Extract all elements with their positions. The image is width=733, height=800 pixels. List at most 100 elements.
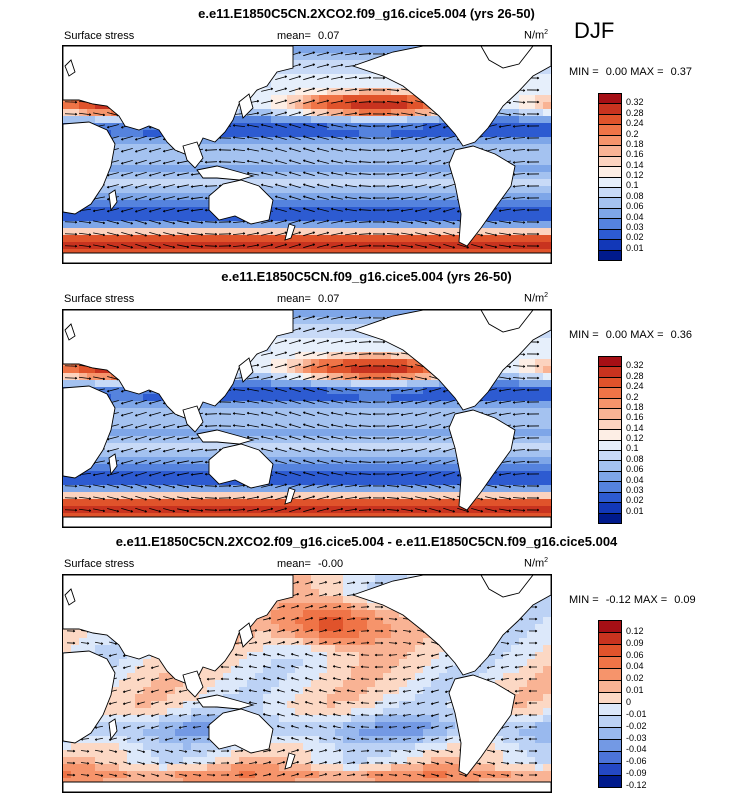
colorbar-tick-label: 0.03 — [626, 221, 644, 232]
colorbar-tick-label: 0.12 — [626, 625, 644, 636]
panel-2-colorbar — [598, 356, 622, 524]
land-indonesia — [196, 165, 255, 181]
continents — [63, 310, 551, 527]
panel-1-minmax: MIN = 0.00 MAX = 0.37 — [569, 66, 692, 78]
colorbar-swatch — [599, 94, 621, 105]
continents — [63, 575, 551, 792]
colorbar-tick-label: 0.02 — [626, 673, 644, 684]
colorbar-tick-label: 0.1 — [626, 180, 639, 191]
map-canvas-3 — [63, 575, 551, 792]
panel-1-units-base: N/m — [524, 29, 545, 42]
colorbar-tick-label: 0.08 — [626, 453, 644, 464]
colorbar-swatch — [599, 114, 621, 126]
colorbar-swatch — [599, 229, 621, 241]
colorbar-tick-label: 0.32 — [626, 97, 644, 108]
colorbar-tick-label: 0.02 — [626, 232, 644, 243]
colorbar-tick-label: 0.01 — [626, 505, 644, 516]
colorbar-swatch — [599, 503, 621, 514]
land-greenland — [480, 46, 534, 69]
colorbar-tick-label: -0.06 — [626, 756, 647, 767]
colorbar-swatch — [599, 656, 621, 669]
colorbar-swatch — [599, 357, 621, 368]
colorbar-swatch — [599, 135, 621, 147]
panel-3-max-label: MAX = — [633, 594, 668, 606]
panel-2-map — [62, 309, 552, 528]
colorbar-swatch — [599, 409, 621, 420]
colorbar-swatch — [599, 367, 621, 378]
colorbar-swatch — [599, 513, 621, 523]
panel-3-mean-label: mean= — [277, 558, 311, 570]
panel-2-mean: mean= 0.07 — [277, 293, 339, 305]
colorbar-tick-label: 0.24 — [626, 118, 644, 129]
panel-2-min-value: 0.00 — [605, 329, 628, 341]
land-japan — [238, 357, 254, 383]
colorbar-swatch — [599, 187, 621, 199]
panel-3-min-label: MIN = — [569, 594, 599, 606]
panel-2-max-label: MAX = — [630, 329, 664, 341]
colorbar-swatch — [599, 440, 621, 451]
panel-2-max-value: 0.36 — [670, 329, 693, 341]
panel-1-min-label: MIN = — [569, 66, 599, 78]
panel-1-min-value: 0.00 — [605, 66, 628, 78]
colorbar-tick-label: 0.06 — [626, 464, 644, 475]
panel-2-min-label: MIN = — [569, 329, 599, 341]
panel-3-units: N/m2 — [524, 557, 548, 570]
colorbar-swatch — [599, 728, 621, 741]
colorbar-swatch — [599, 764, 621, 776]
colorbar-swatch — [599, 704, 621, 717]
colorbar-swatch — [599, 680, 621, 693]
colorbar-swatch — [599, 146, 621, 157]
land-africa — [63, 385, 116, 479]
panel-3-max-value: 0.09 — [674, 594, 696, 606]
panel-1-max-value: 0.37 — [670, 66, 693, 78]
colorbar-swatch — [599, 167, 621, 178]
colorbar-tick-label: 0.14 — [626, 422, 644, 433]
colorbar-tick-label: 0.08 — [626, 190, 644, 201]
panel-1-map — [62, 45, 552, 264]
land-australia — [208, 179, 274, 225]
colorbar-swatch — [599, 198, 621, 209]
colorbar-swatch — [599, 632, 621, 645]
colorbar-tick-label: -0.01 — [626, 708, 647, 719]
colorbar-tick-label: 0.18 — [626, 138, 644, 149]
colorbar-tick-label: -0.02 — [626, 720, 647, 731]
colorbar-swatch — [599, 461, 621, 472]
season-label: DJF — [574, 18, 615, 43]
colorbar-swatch — [599, 219, 621, 230]
land-indochina — [182, 405, 204, 433]
panel-2-mean-label: mean= — [277, 293, 311, 305]
colorbar-swatch — [599, 716, 621, 729]
colorbar-tick-label: 0.28 — [626, 370, 644, 381]
colorbar-swatch — [599, 125, 621, 136]
colorbar-tick-label: 0.01 — [626, 685, 644, 696]
map-canvas-2 — [63, 310, 551, 527]
land-namerica — [351, 575, 551, 676]
land-indochina — [182, 670, 204, 698]
panel-1-max-label: MAX = — [630, 66, 664, 78]
land-antarctica — [63, 516, 551, 527]
colorbar-swatch — [599, 419, 621, 431]
colorbar-tick-label: 0.01 — [626, 242, 644, 253]
colorbar-swatch — [599, 492, 621, 504]
land-britain — [64, 588, 76, 606]
colorbar-tick-label: 0.04 — [626, 211, 644, 222]
colorbar-swatch — [599, 377, 621, 389]
colorbar-tick-label: 0.09 — [626, 637, 644, 648]
colorbar-swatch — [599, 177, 621, 188]
panel-1-variable: Surface stress — [64, 30, 135, 42]
colorbar-tick-label: 0.16 — [626, 149, 644, 160]
panel-3-units-exp: 2 — [544, 557, 549, 564]
panel-1-mean-label: mean= — [277, 30, 311, 42]
colorbar-tick-label: 0.03 — [626, 484, 644, 495]
colorbar-swatch — [599, 482, 621, 493]
colorbar-tick-label: 0.16 — [626, 412, 644, 423]
colorbar-swatch — [599, 450, 621, 462]
land-japan — [238, 93, 254, 119]
continents — [63, 46, 551, 263]
panel-2-units-base: N/m — [524, 292, 545, 305]
land-newzealand — [284, 752, 296, 770]
colorbar-tick-label: 0.32 — [626, 360, 644, 371]
colorbar-tick-label: 0.06 — [626, 201, 644, 212]
colorbar-tick-label: 0.06 — [626, 649, 644, 660]
colorbar-swatch — [599, 430, 621, 441]
